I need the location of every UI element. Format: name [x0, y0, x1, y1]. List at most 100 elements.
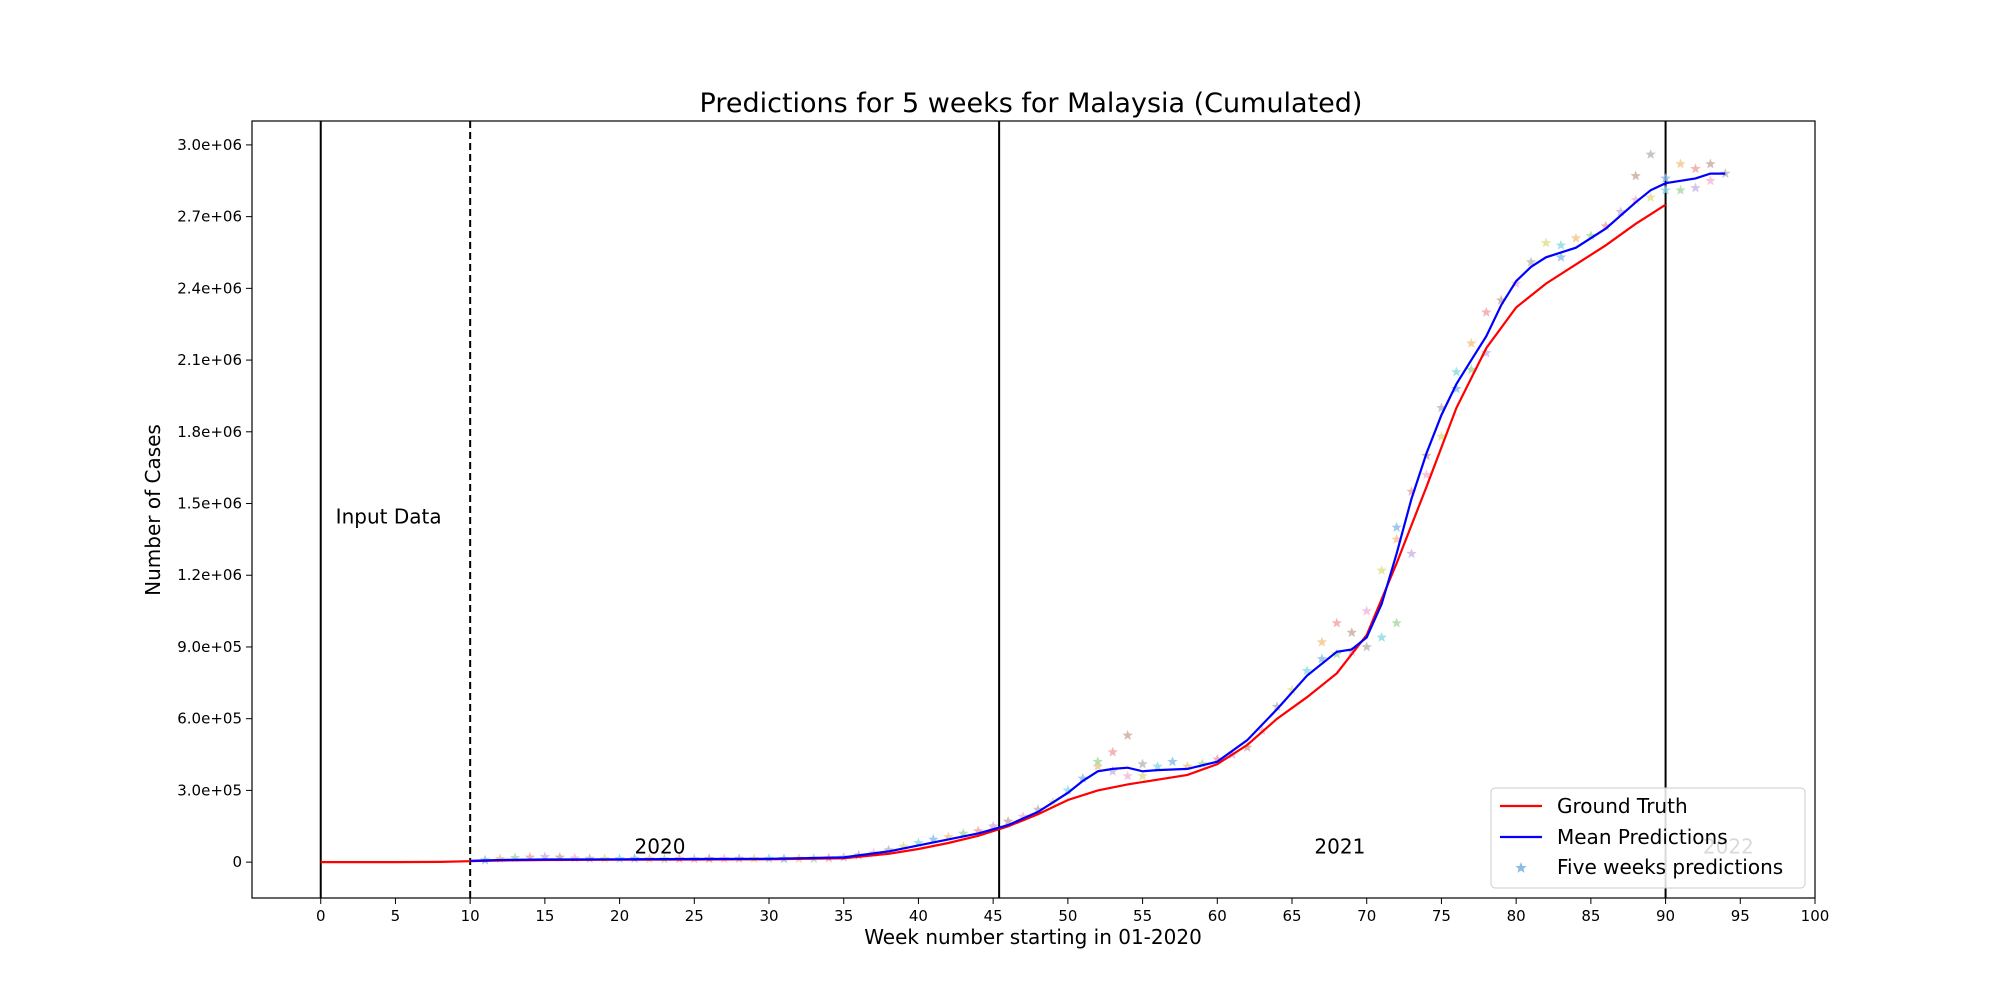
x-tick-label: 100 [1801, 907, 1830, 925]
five-weeks-prediction-point [1212, 753, 1223, 764]
plot-area: Input Data202020212022 [251, 120, 1816, 899]
x-axis-title: Week number starting in 01-2020 [864, 925, 1202, 949]
five-weeks-prediction-point [1002, 816, 1014, 826]
five-weeks-prediction-point [1032, 804, 1044, 814]
five-weeks-prediction-point [1555, 251, 1567, 262]
five-weeks-prediction-point [1570, 232, 1582, 243]
x-tick-label: 85 [1581, 907, 1600, 925]
five-weeks-prediction-point [1705, 158, 1716, 169]
five-weeks-prediction-point [1451, 366, 1462, 377]
five-weeks-prediction-point [1271, 701, 1283, 712]
five-weeks-prediction-point [1481, 306, 1492, 317]
five-weeks-prediction-point [1481, 347, 1492, 358]
five-weeks-prediction-point [629, 853, 640, 863]
five-weeks-prediction-point [1525, 256, 1537, 267]
x-tick-label: 40 [909, 907, 928, 925]
y-tick-label: 0 [232, 853, 242, 871]
five-weeks-prediction-point [913, 837, 924, 848]
five-weeks-prediction-point [1376, 631, 1387, 642]
five-weeks-prediction-point [1406, 486, 1417, 496]
five-weeks-prediction-point [554, 851, 565, 862]
x-tick-label: 70 [1357, 907, 1376, 925]
vertical-lines [319, 121, 1667, 898]
five-weeks-prediction-point [883, 844, 894, 855]
five-weeks-prediction-point [1421, 469, 1432, 480]
five-weeks-prediction-point [1167, 756, 1178, 767]
chart-title: Predictions for 5 weeks for Malaysia (Cu… [700, 88, 1363, 119]
five-weeks-prediction-point [1152, 761, 1163, 771]
annotation-label: Input Data [336, 504, 442, 528]
y-tick-label: 2.7e+06 [177, 208, 242, 226]
mean-predictions-line [470, 172, 1726, 862]
five-weeks-prediction-point [987, 820, 999, 831]
five-weeks-prediction-point [1720, 168, 1731, 178]
five-weeks-prediction-point [1391, 617, 1402, 628]
ground-truth-line [320, 203, 1667, 864]
y-tick-label: 3.0e+05 [177, 781, 242, 799]
five-weeks-prediction-point [1585, 230, 1597, 241]
five-weeks-prediction-point [1406, 548, 1417, 559]
five-weeks-prediction-point [1466, 337, 1477, 348]
x-tick-label: 15 [535, 907, 554, 925]
five-weeks-prediction-point [1331, 648, 1343, 659]
five-weeks-prediction-point [973, 825, 984, 836]
legend-five-weeks-star-icon [1515, 862, 1527, 873]
five-weeks-prediction-point [539, 851, 551, 862]
x-tick-label: 75 [1432, 907, 1451, 925]
y-tick-label: 9.0e+05 [177, 638, 242, 656]
five-weeks-prediction-point [1137, 770, 1148, 781]
five-weeks-prediction-point [1107, 765, 1118, 776]
five-weeks-prediction-point [1122, 770, 1133, 781]
x-tick-label: 30 [759, 907, 778, 925]
annotation-label: 2020 [635, 834, 686, 858]
five-weeks-prediction-point [1197, 758, 1208, 769]
legend-box [1490, 787, 1806, 889]
x-tick-label: 45 [984, 907, 1003, 925]
five-weeks-prediction-point [928, 833, 939, 844]
five-weeks-prediction-point [1241, 741, 1253, 752]
plot-frame [251, 120, 1816, 899]
five-weeks-prediction-point [1660, 184, 1671, 195]
five-weeks-prediction-point [1137, 758, 1148, 769]
five-weeks-prediction-point [1630, 170, 1641, 181]
five-weeks-prediction-point [1630, 194, 1641, 205]
x-tick-label: 80 [1507, 907, 1526, 925]
x-tick-label: 25 [685, 907, 704, 925]
five-weeks-prediction-point [1182, 761, 1193, 771]
five-weeks-prediction-point [1555, 239, 1567, 250]
five-weeks-prediction-point [494, 853, 506, 864]
x-tick-label: 90 [1656, 907, 1675, 925]
y-tick-label: 3.0e+06 [177, 136, 242, 154]
y-tick-label: 2.1e+06 [177, 351, 242, 369]
five-weeks-prediction-point [1645, 149, 1656, 159]
legend-mean-predictions-label: Mean Predictions [1557, 825, 1728, 849]
five-weeks-predictions-series [479, 149, 1731, 865]
legend: Ground Truth Mean Predictions Five weeks… [1490, 787, 1806, 889]
five-weeks-prediction-point [1376, 565, 1387, 575]
five-weeks-prediction-point [1062, 784, 1074, 795]
five-weeks-prediction-point [1540, 237, 1552, 248]
five-weeks-prediction-point [1436, 431, 1447, 441]
five-weeks-prediction-point [1436, 402, 1447, 413]
x-tick-label: 35 [834, 907, 853, 925]
five-weeks-prediction-point [1675, 184, 1686, 195]
five-weeks-prediction-point [958, 827, 969, 838]
y-tick-label: 1.5e+06 [177, 495, 242, 513]
five-weeks-prediction-point [1077, 773, 1088, 783]
five-weeks-prediction-point [1092, 761, 1103, 771]
y-tick-label: 6.0e+05 [177, 710, 242, 728]
five-weeks-prediction-point [1705, 175, 1716, 186]
y-axis-title: Number of Cases [141, 424, 165, 596]
five-weeks-prediction-point [1615, 206, 1626, 217]
legend-star-mark [1515, 862, 1527, 873]
five-weeks-prediction-point [1361, 641, 1372, 652]
five-weeks-prediction-point [1092, 756, 1103, 767]
x-tick-label: 5 [391, 907, 401, 925]
five-weeks-prediction-point [1107, 746, 1118, 757]
x-tick-label: 0 [316, 907, 326, 925]
x-tick-label: 20 [610, 907, 629, 925]
five-weeks-prediction-point [1256, 725, 1268, 736]
five-weeks-prediction-point [1331, 617, 1343, 628]
five-weeks-prediction-point [1496, 294, 1507, 305]
